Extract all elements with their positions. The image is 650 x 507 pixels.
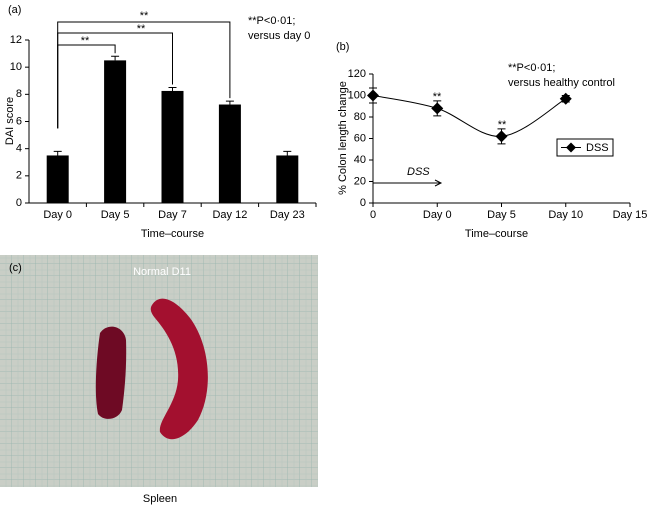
spleen-dss — [150, 298, 208, 440]
x-tick-label: Day 7 — [158, 209, 187, 221]
error-bar — [283, 150, 292, 156]
dss-arrow — [373, 179, 443, 187]
y-tick-label: 10 — [10, 61, 22, 73]
y-axis-label: DAI score — [4, 97, 16, 145]
bar — [276, 155, 299, 203]
annotation: ** — [433, 91, 442, 103]
x-tick-label: Day 12 — [212, 209, 247, 221]
y-axis-label: % Colon length change — [337, 81, 349, 195]
annotation: versus healthy control — [508, 77, 615, 89]
bar — [161, 90, 184, 203]
error-bar — [53, 150, 62, 156]
y-tick-label: 120 — [348, 68, 366, 80]
x-tick-label: Day 5 — [487, 209, 516, 221]
legend-label: DSS — [586, 142, 609, 154]
y-tick-label: 8 — [16, 88, 22, 100]
bar — [46, 155, 69, 203]
annotation: **P<0·01; — [508, 62, 555, 74]
photo-panel: (c) Normal D11 Spleen — [0, 255, 318, 505]
x-tick-label: Day 15 — [613, 209, 648, 221]
y-tick-label: 12 — [10, 34, 22, 46]
photo-footer: Spleen — [143, 493, 177, 505]
y-tick-label: 6 — [16, 115, 22, 127]
x-axis-label: Time–course — [465, 228, 528, 240]
annotation: versus day 0 — [248, 30, 310, 42]
marker — [431, 102, 444, 115]
photo-caption: Normal D11 — [133, 266, 191, 278]
x-tick-label: Day 0 — [423, 209, 452, 221]
spleen-normal — [95, 326, 127, 419]
x-tick-label: 0 — [370, 209, 376, 221]
series-line — [372, 95, 567, 137]
x-axis-label: Time–course — [141, 228, 204, 240]
marker — [559, 92, 572, 105]
legend-marker — [566, 142, 576, 153]
error-bar — [111, 55, 120, 61]
x-tick-label: Day 0 — [43, 209, 72, 221]
x-tick-label: Day 5 — [101, 209, 130, 221]
y-tick-label: 0 — [16, 197, 22, 209]
y-tick-label: 4 — [16, 143, 22, 155]
y-tick-label: 40 — [354, 154, 366, 166]
panel-label: (b) — [336, 41, 349, 53]
annotation: ** — [137, 23, 146, 35]
y-tick-label: 100 — [348, 89, 366, 101]
annotation: ** — [140, 10, 149, 22]
bar — [104, 60, 127, 203]
y-tick-label: 80 — [354, 111, 366, 123]
annotation: DSS — [407, 166, 430, 178]
marker — [495, 130, 508, 143]
y-tick-label: 20 — [354, 175, 366, 187]
annotation: **P<0·01; — [248, 15, 295, 27]
x-tick-label: Day 23 — [270, 209, 305, 221]
x-tick-label: Day 10 — [548, 209, 583, 221]
bar — [218, 104, 241, 203]
y-tick-label: 2 — [16, 170, 22, 182]
significance-bracket — [57, 21, 231, 129]
annotation: ** — [498, 119, 507, 131]
annotation: ** — [81, 35, 90, 47]
y-tick-label: 0 — [360, 197, 366, 209]
panel-label: (a) — [8, 4, 21, 16]
y-tick-label: 60 — [354, 132, 366, 144]
grid-paper — [0, 255, 318, 487]
panel-label: (c) — [9, 262, 22, 274]
error-bar — [225, 100, 234, 105]
error-bar — [168, 87, 177, 91]
